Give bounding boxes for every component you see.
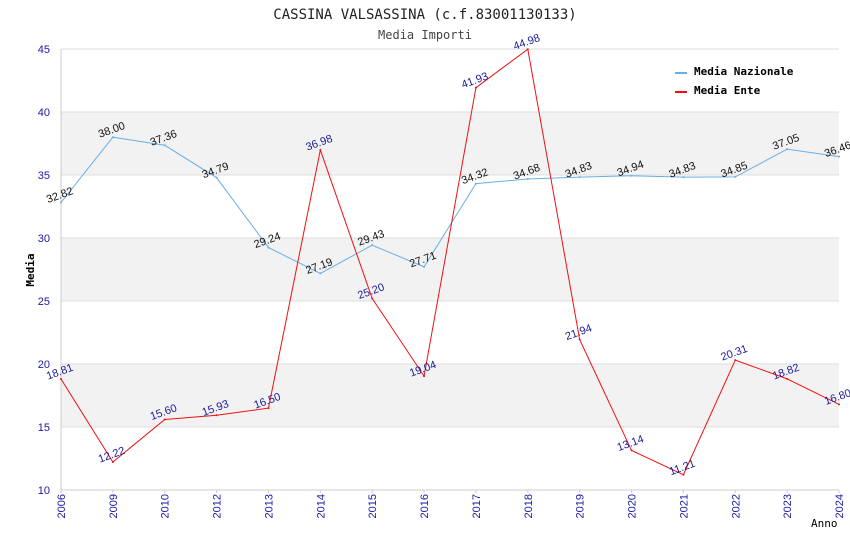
point-media-nazionale-2013 bbox=[267, 246, 270, 249]
x-tick-label-2017: 2017 bbox=[471, 494, 483, 518]
y-tick-label-10: 10 bbox=[38, 485, 50, 497]
axes bbox=[60, 49, 839, 491]
point-media-ente-2024 bbox=[838, 403, 840, 406]
point-media-ente-2015 bbox=[371, 297, 374, 300]
point-media-nazionale-2009 bbox=[111, 136, 114, 139]
y-tick-label-40: 40 bbox=[38, 107, 50, 119]
series bbox=[60, 48, 840, 476]
point-media-nazionale-2018 bbox=[526, 178, 529, 181]
band-40-45 bbox=[61, 49, 839, 112]
y-tick-label-20: 20 bbox=[38, 359, 50, 371]
x-axis-label: Anno bbox=[811, 517, 838, 530]
band-20-25 bbox=[61, 301, 839, 364]
point-media-ente-2013 bbox=[267, 407, 270, 410]
point-media-nazionale-2017 bbox=[474, 182, 477, 185]
x-tick-label-2021: 2021 bbox=[678, 494, 690, 518]
band-10-15 bbox=[61, 427, 839, 490]
point-media-ente-2014 bbox=[319, 149, 322, 152]
y-tick-label-30: 30 bbox=[38, 233, 50, 245]
legend-label-media-nazionale: Media Nazionale bbox=[694, 65, 794, 78]
point-media-ente-2019 bbox=[578, 338, 581, 341]
background-bands bbox=[61, 49, 839, 490]
y-tick-label-15: 15 bbox=[38, 422, 50, 434]
chart-subtitle: Media Importi bbox=[378, 28, 472, 42]
point-media-ente-2021 bbox=[682, 473, 685, 476]
legend: Media Nazionale Media Ente bbox=[675, 65, 794, 97]
y-tick-labels: 10 15 20 25 30 35 40 45 bbox=[38, 44, 50, 497]
y-axis-label: Media bbox=[24, 253, 37, 286]
point-media-ente-2022 bbox=[734, 359, 737, 362]
x-tick-label-2006: 2006 bbox=[56, 494, 68, 518]
x-tick-label-2019: 2019 bbox=[575, 494, 587, 518]
y-tick-label-35: 35 bbox=[38, 170, 50, 182]
band-30-35 bbox=[61, 175, 839, 238]
band-35-40 bbox=[61, 112, 839, 175]
x-tick-label-2012: 2012 bbox=[212, 494, 224, 518]
point-media-nazionale-2010 bbox=[163, 144, 166, 147]
legend-label-media-ente: Media Ente bbox=[694, 84, 761, 97]
point-media-nazionale-2023 bbox=[786, 148, 789, 151]
x-tick-label-2014: 2014 bbox=[315, 494, 327, 518]
x-tick-label-2015: 2015 bbox=[367, 494, 379, 518]
point-media-nazionale-2016 bbox=[423, 265, 426, 268]
point-media-ente-2006 bbox=[60, 377, 62, 380]
point-media-nazionale-2022 bbox=[734, 175, 737, 178]
series-line-media-ente bbox=[60, 48, 840, 476]
band-15-20 bbox=[61, 364, 839, 427]
chart-title: CASSINA VALSASSINA (c.f.83001130133) bbox=[273, 7, 576, 23]
point-media-nazionale-2012 bbox=[215, 176, 218, 179]
x-tick-labels: 2006 2009 2010 2012 2013 2014 2015 2016 2017 2018… bbox=[56, 490, 846, 518]
y-tick-label-45: 45 bbox=[38, 44, 50, 56]
point-media-ente-2016 bbox=[423, 375, 426, 378]
point-media-nazionale-2019 bbox=[578, 176, 581, 179]
point-media-ente-2020 bbox=[630, 449, 633, 452]
x-tick-label-2022: 2022 bbox=[730, 494, 742, 518]
point-media-ente-2018 bbox=[526, 48, 529, 51]
band-25-30 bbox=[61, 238, 839, 301]
point-media-ente-2023 bbox=[786, 377, 789, 380]
x-tick-label-2023: 2023 bbox=[782, 494, 794, 518]
x-tick-label-2020: 2020 bbox=[627, 494, 639, 518]
point-media-nazionale-2024 bbox=[838, 155, 840, 158]
x-tick-label-2009: 2009 bbox=[108, 494, 120, 518]
x-tick-label-2016: 2016 bbox=[419, 494, 431, 518]
y-tick-label-25: 25 bbox=[38, 296, 50, 308]
x-tick-label-2013: 2013 bbox=[263, 494, 275, 518]
point-media-nazionale-2020 bbox=[630, 174, 633, 177]
series-line-media-nazionale bbox=[60, 136, 840, 274]
x-tick-label-2010: 2010 bbox=[160, 494, 172, 518]
x-tick-label-2024: 2024 bbox=[834, 494, 846, 518]
point-media-nazionale-2021 bbox=[682, 176, 685, 179]
x-tick-label-2018: 2018 bbox=[523, 494, 535, 518]
point-media-nazionale-2014 bbox=[319, 272, 322, 275]
point-media-nazionale-2006 bbox=[60, 201, 62, 204]
point-media-nazionale-2015 bbox=[371, 244, 374, 247]
point-media-ente-2017 bbox=[474, 86, 477, 89]
point-media-ente-2010 bbox=[163, 418, 166, 421]
point-media-ente-2012 bbox=[215, 414, 218, 417]
point-media-ente-2009 bbox=[111, 461, 114, 464]
